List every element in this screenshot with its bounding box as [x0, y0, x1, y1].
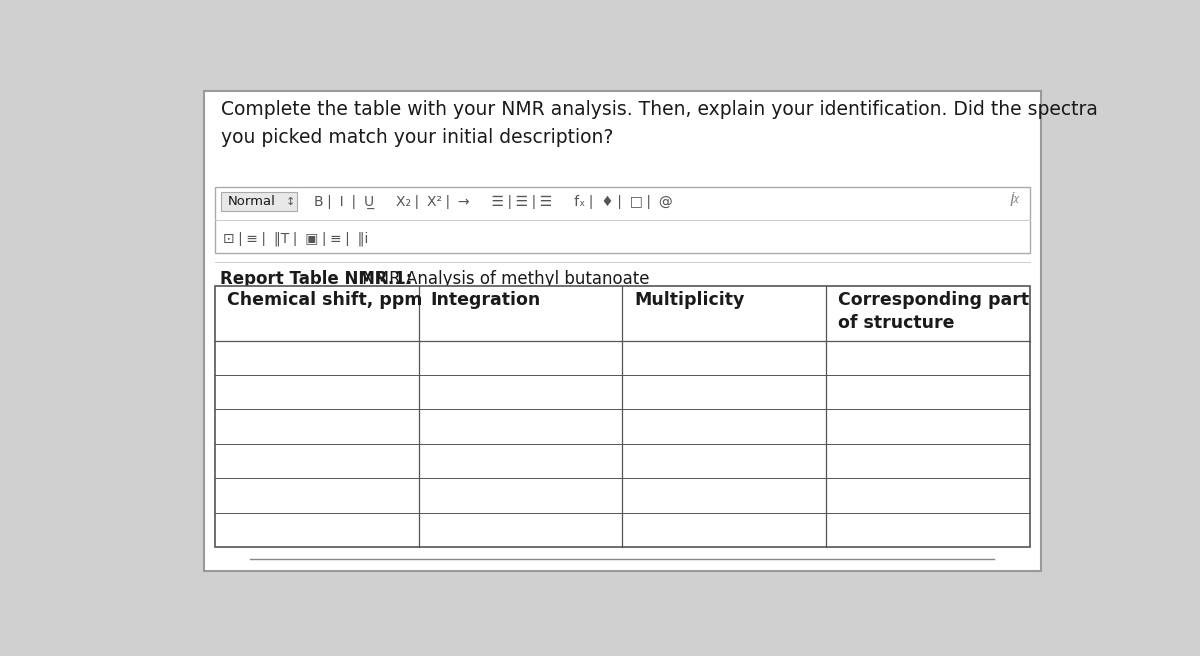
- Text: B❘ I ❘ U̲     X₂❘ X²❘ →     ☰❘☰❘☰     fₓ❘ ♦❘ □❘ @: B❘ I ❘ U̲ X₂❘ X²❘ → ☰❘☰❘☰ fₓ❘ ♦❘ □❘ @: [313, 194, 672, 209]
- FancyBboxPatch shape: [215, 188, 1030, 253]
- Text: Corresponding part
of structure: Corresponding part of structure: [838, 291, 1030, 333]
- Text: Chemical shift, ppm: Chemical shift, ppm: [227, 291, 422, 309]
- Text: Complete the table with your NMR analysis. Then, explain your identification. Di: Complete the table with your NMR analysi…: [221, 100, 1098, 147]
- Text: ⊡❘≡❘ ‖T❘ ▣❘≡❘ ‖i: ⊡❘≡❘ ‖T❘ ▣❘≡❘ ‖i: [222, 232, 368, 246]
- Text: NMR Analysis of methyl butanoate: NMR Analysis of methyl butanoate: [358, 270, 650, 287]
- Text: Integration: Integration: [431, 291, 541, 309]
- Text: İᵡ: İᵡ: [1009, 194, 1019, 209]
- FancyBboxPatch shape: [221, 192, 296, 211]
- Text: Normal: Normal: [228, 195, 276, 208]
- Text: Multiplicity: Multiplicity: [635, 291, 745, 309]
- FancyBboxPatch shape: [215, 286, 1030, 547]
- Text: Report Table NMR.1:: Report Table NMR.1:: [220, 270, 412, 287]
- Text: ↕: ↕: [286, 196, 295, 207]
- FancyBboxPatch shape: [204, 91, 1040, 571]
